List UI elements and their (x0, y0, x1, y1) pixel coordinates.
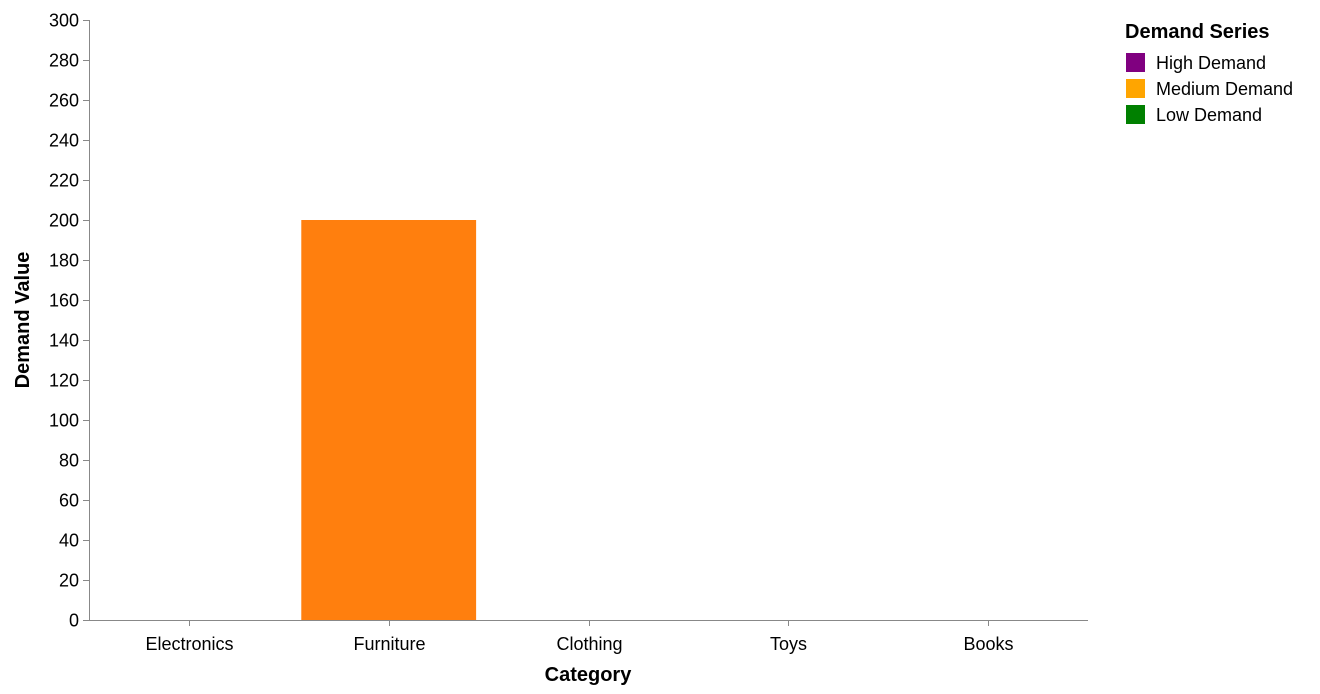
y-tick-label: 20 (59, 571, 79, 591)
y-tick-label: 220 (49, 171, 79, 191)
y-tick-label: 80 (59, 451, 79, 471)
y-tick-label: 60 (59, 491, 79, 511)
y-axis-ticks: 0 20 40 60 80 100 120 140 160 180 200 220 240 260 280 3… (49, 11, 89, 631)
y-tick-label: 100 (49, 411, 79, 431)
y-tick-label: 260 (49, 91, 79, 111)
x-axis-ticks: Electronics Furniture Clothing Toys Books (145, 620, 1014, 654)
x-tick-label: Electronics (145, 634, 233, 654)
legend-items: High Demand Medium Demand Low Demand (1126, 53, 1293, 125)
x-tick-label: Toys (770, 634, 807, 654)
y-tick-label: 40 (59, 531, 79, 551)
legend-title: Demand Series (1125, 21, 1270, 43)
y-axis-title: Demand Value (12, 252, 34, 389)
legend-label: Medium Demand (1156, 79, 1293, 99)
y-tick-label: 280 (49, 51, 79, 71)
legend-swatch (1126, 53, 1145, 72)
y-tick-label: 120 (49, 371, 79, 391)
x-tick-label: Clothing (556, 634, 622, 654)
legend: Demand Series High Demand Medium Demand Lo… (1125, 21, 1293, 125)
x-tick-label: Books (963, 634, 1013, 654)
y-tick-label: 0 (69, 611, 79, 631)
y-tick-label: 200 (49, 211, 79, 231)
bars (301, 220, 477, 620)
y-tick-label: 160 (49, 291, 79, 311)
x-axis-title: Category (545, 664, 633, 686)
x-tick-label: Furniture (353, 634, 425, 654)
plot-area: 0 20 40 60 80 100 120 140 160 180 200 220 240 260 280 3… (49, 11, 1088, 654)
y-tick-label: 140 (49, 331, 79, 351)
legend-label: High Demand (1156, 53, 1266, 73)
bar-furniture (301, 220, 477, 620)
legend-swatch (1126, 79, 1145, 98)
legend-swatch (1126, 105, 1145, 124)
legend-label: Low Demand (1156, 105, 1262, 125)
y-tick-label: 240 (49, 131, 79, 151)
y-tick-label: 300 (49, 11, 79, 31)
y-tick-label: 180 (49, 251, 79, 271)
